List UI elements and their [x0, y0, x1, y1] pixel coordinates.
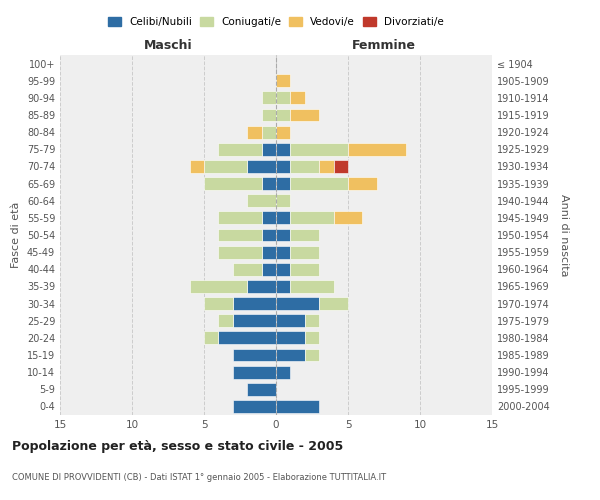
Bar [262, 228, 276, 241]
Bar [334, 212, 362, 224]
Bar [276, 126, 290, 138]
Bar [204, 160, 247, 173]
Bar [204, 297, 233, 310]
Bar [348, 143, 406, 156]
Bar [290, 212, 334, 224]
Bar [276, 160, 290, 173]
Bar [247, 383, 276, 396]
Bar [233, 348, 276, 362]
Bar [190, 280, 247, 293]
Bar [218, 314, 233, 327]
Bar [262, 177, 276, 190]
Bar [262, 108, 276, 122]
Bar [290, 280, 334, 293]
Bar [218, 212, 262, 224]
Bar [233, 263, 262, 276]
Bar [247, 194, 276, 207]
Bar [262, 92, 276, 104]
Bar [334, 160, 348, 173]
Bar [290, 143, 348, 156]
Bar [204, 177, 262, 190]
Bar [276, 366, 290, 378]
Bar [218, 332, 276, 344]
Text: Popolazione per età, sesso e stato civile - 2005: Popolazione per età, sesso e stato civil… [12, 440, 343, 453]
Text: COMUNE DI PROVVIDENTI (CB) - Dati ISTAT 1° gennaio 2005 - Elaborazione TUTTITALI: COMUNE DI PROVVIDENTI (CB) - Dati ISTAT … [12, 473, 386, 482]
Bar [305, 332, 319, 344]
Bar [290, 246, 319, 258]
Bar [276, 348, 305, 362]
Bar [233, 366, 276, 378]
Bar [276, 314, 305, 327]
Bar [276, 280, 290, 293]
Bar [247, 126, 262, 138]
Bar [262, 143, 276, 156]
Bar [319, 160, 334, 173]
Y-axis label: Anni di nascita: Anni di nascita [559, 194, 569, 276]
Bar [190, 160, 204, 173]
Bar [247, 280, 276, 293]
Bar [233, 297, 276, 310]
Bar [290, 177, 348, 190]
Y-axis label: Fasce di età: Fasce di età [11, 202, 21, 268]
Bar [290, 92, 305, 104]
Bar [218, 246, 262, 258]
Bar [319, 297, 348, 310]
Bar [204, 332, 218, 344]
Bar [247, 160, 276, 173]
Bar [276, 194, 290, 207]
Bar [262, 263, 276, 276]
Bar [348, 177, 377, 190]
Bar [276, 400, 319, 413]
Bar [276, 212, 290, 224]
Bar [276, 228, 290, 241]
Bar [290, 228, 319, 241]
Text: Femmine: Femmine [352, 38, 416, 52]
Text: Maschi: Maschi [143, 38, 193, 52]
Bar [218, 143, 262, 156]
Bar [262, 246, 276, 258]
Bar [276, 143, 290, 156]
Bar [233, 400, 276, 413]
Bar [305, 348, 319, 362]
Bar [290, 108, 319, 122]
Bar [290, 160, 319, 173]
Bar [276, 92, 290, 104]
Bar [290, 263, 319, 276]
Bar [305, 314, 319, 327]
Bar [276, 177, 290, 190]
Bar [262, 126, 276, 138]
Bar [276, 297, 319, 310]
Bar [276, 246, 290, 258]
Legend: Celibi/Nubili, Coniugati/e, Vedovi/e, Divorziati/e: Celibi/Nubili, Coniugati/e, Vedovi/e, Di… [104, 12, 448, 32]
Bar [218, 228, 262, 241]
Bar [276, 332, 305, 344]
Bar [276, 108, 290, 122]
Bar [276, 74, 290, 87]
Bar [276, 263, 290, 276]
Bar [233, 314, 276, 327]
Bar [262, 212, 276, 224]
